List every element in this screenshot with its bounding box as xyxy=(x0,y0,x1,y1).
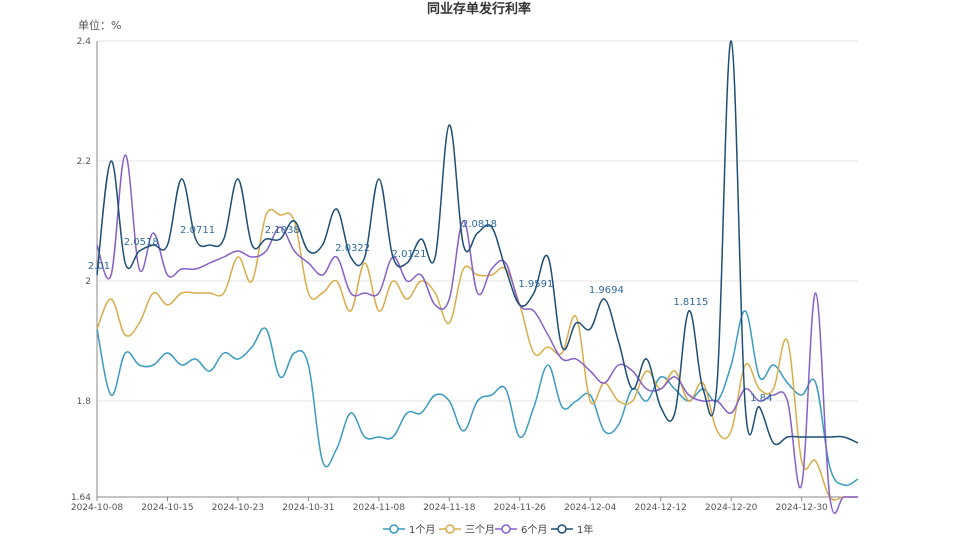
data-label: 2.0818 xyxy=(462,219,497,230)
data-label: 2.0322 xyxy=(335,243,370,254)
series-line-1 xyxy=(96,310,859,487)
legend-marker xyxy=(389,524,399,534)
legend-label: 1个月 xyxy=(409,524,435,536)
y-axis-ticks: 1.64 1.8 2 2.2 2.4 xyxy=(71,37,91,503)
x-tick-label: 2024-10-08 xyxy=(71,503,124,513)
data-label: 2.0121 xyxy=(392,249,427,260)
legend-label: 1年 xyxy=(577,523,593,536)
y-tick-label: 2.4 xyxy=(77,37,92,47)
series-line-4 xyxy=(96,40,859,446)
x-tick-label: 2024-10-15 xyxy=(141,503,193,513)
unit-label: 单位：% xyxy=(78,18,121,32)
legend-marker xyxy=(557,524,567,534)
legend[interactable]: 1个月 三个月 6个月 1年 xyxy=(383,523,593,536)
data-label: 2.1038 xyxy=(265,225,300,236)
chart-title: 同业存单发行利率 xyxy=(427,1,531,17)
grid-lines xyxy=(97,40,858,498)
data-label: 1.9694 xyxy=(589,285,624,296)
x-axis-ticks: 2024-10-08 2024-10-15 2024-10-23 2024-10-31… xyxy=(71,497,828,513)
series-group xyxy=(96,40,859,515)
data-label: 1.84 xyxy=(750,393,772,404)
x-tick-label: 2024-12-04 xyxy=(564,503,617,513)
data-label: 1.9591 xyxy=(518,279,553,290)
x-tick-label: 2024-12-30 xyxy=(775,503,828,513)
x-tick-label: 2024-12-20 xyxy=(705,503,758,513)
data-label: 2.0518 xyxy=(124,237,159,248)
y-tick-label: 2 xyxy=(85,277,91,287)
y-tick-label: 2.2 xyxy=(77,157,91,167)
series-line-3 xyxy=(96,154,859,515)
x-tick-label: 2024-11-18 xyxy=(423,503,476,513)
data-label: 2.01 xyxy=(88,261,110,272)
legend-marker xyxy=(501,524,511,534)
data-label: 1.8115 xyxy=(673,297,708,308)
data-labels: 2.01 2.0518 2.0711 2.1038 2.0322 2.0121 2.0818… xyxy=(88,219,773,404)
series-line-2 xyxy=(96,208,859,501)
legend-label: 6个月 xyxy=(521,524,547,536)
legend-marker xyxy=(445,524,455,534)
legend-label: 三个月 xyxy=(465,524,495,536)
x-tick-label: 2024-10-23 xyxy=(212,503,264,513)
data-label: 2.0711 xyxy=(180,225,215,236)
x-tick-label: 2024-11-08 xyxy=(353,503,406,513)
axes xyxy=(96,41,858,498)
y-tick-label: 1.64 xyxy=(71,493,91,503)
x-tick-label: 2024-11-26 xyxy=(494,503,547,513)
x-tick-label: 2024-12-12 xyxy=(635,503,687,513)
x-tick-label: 2024-10-31 xyxy=(282,503,334,513)
y-tick-label: 1.8 xyxy=(77,397,92,407)
